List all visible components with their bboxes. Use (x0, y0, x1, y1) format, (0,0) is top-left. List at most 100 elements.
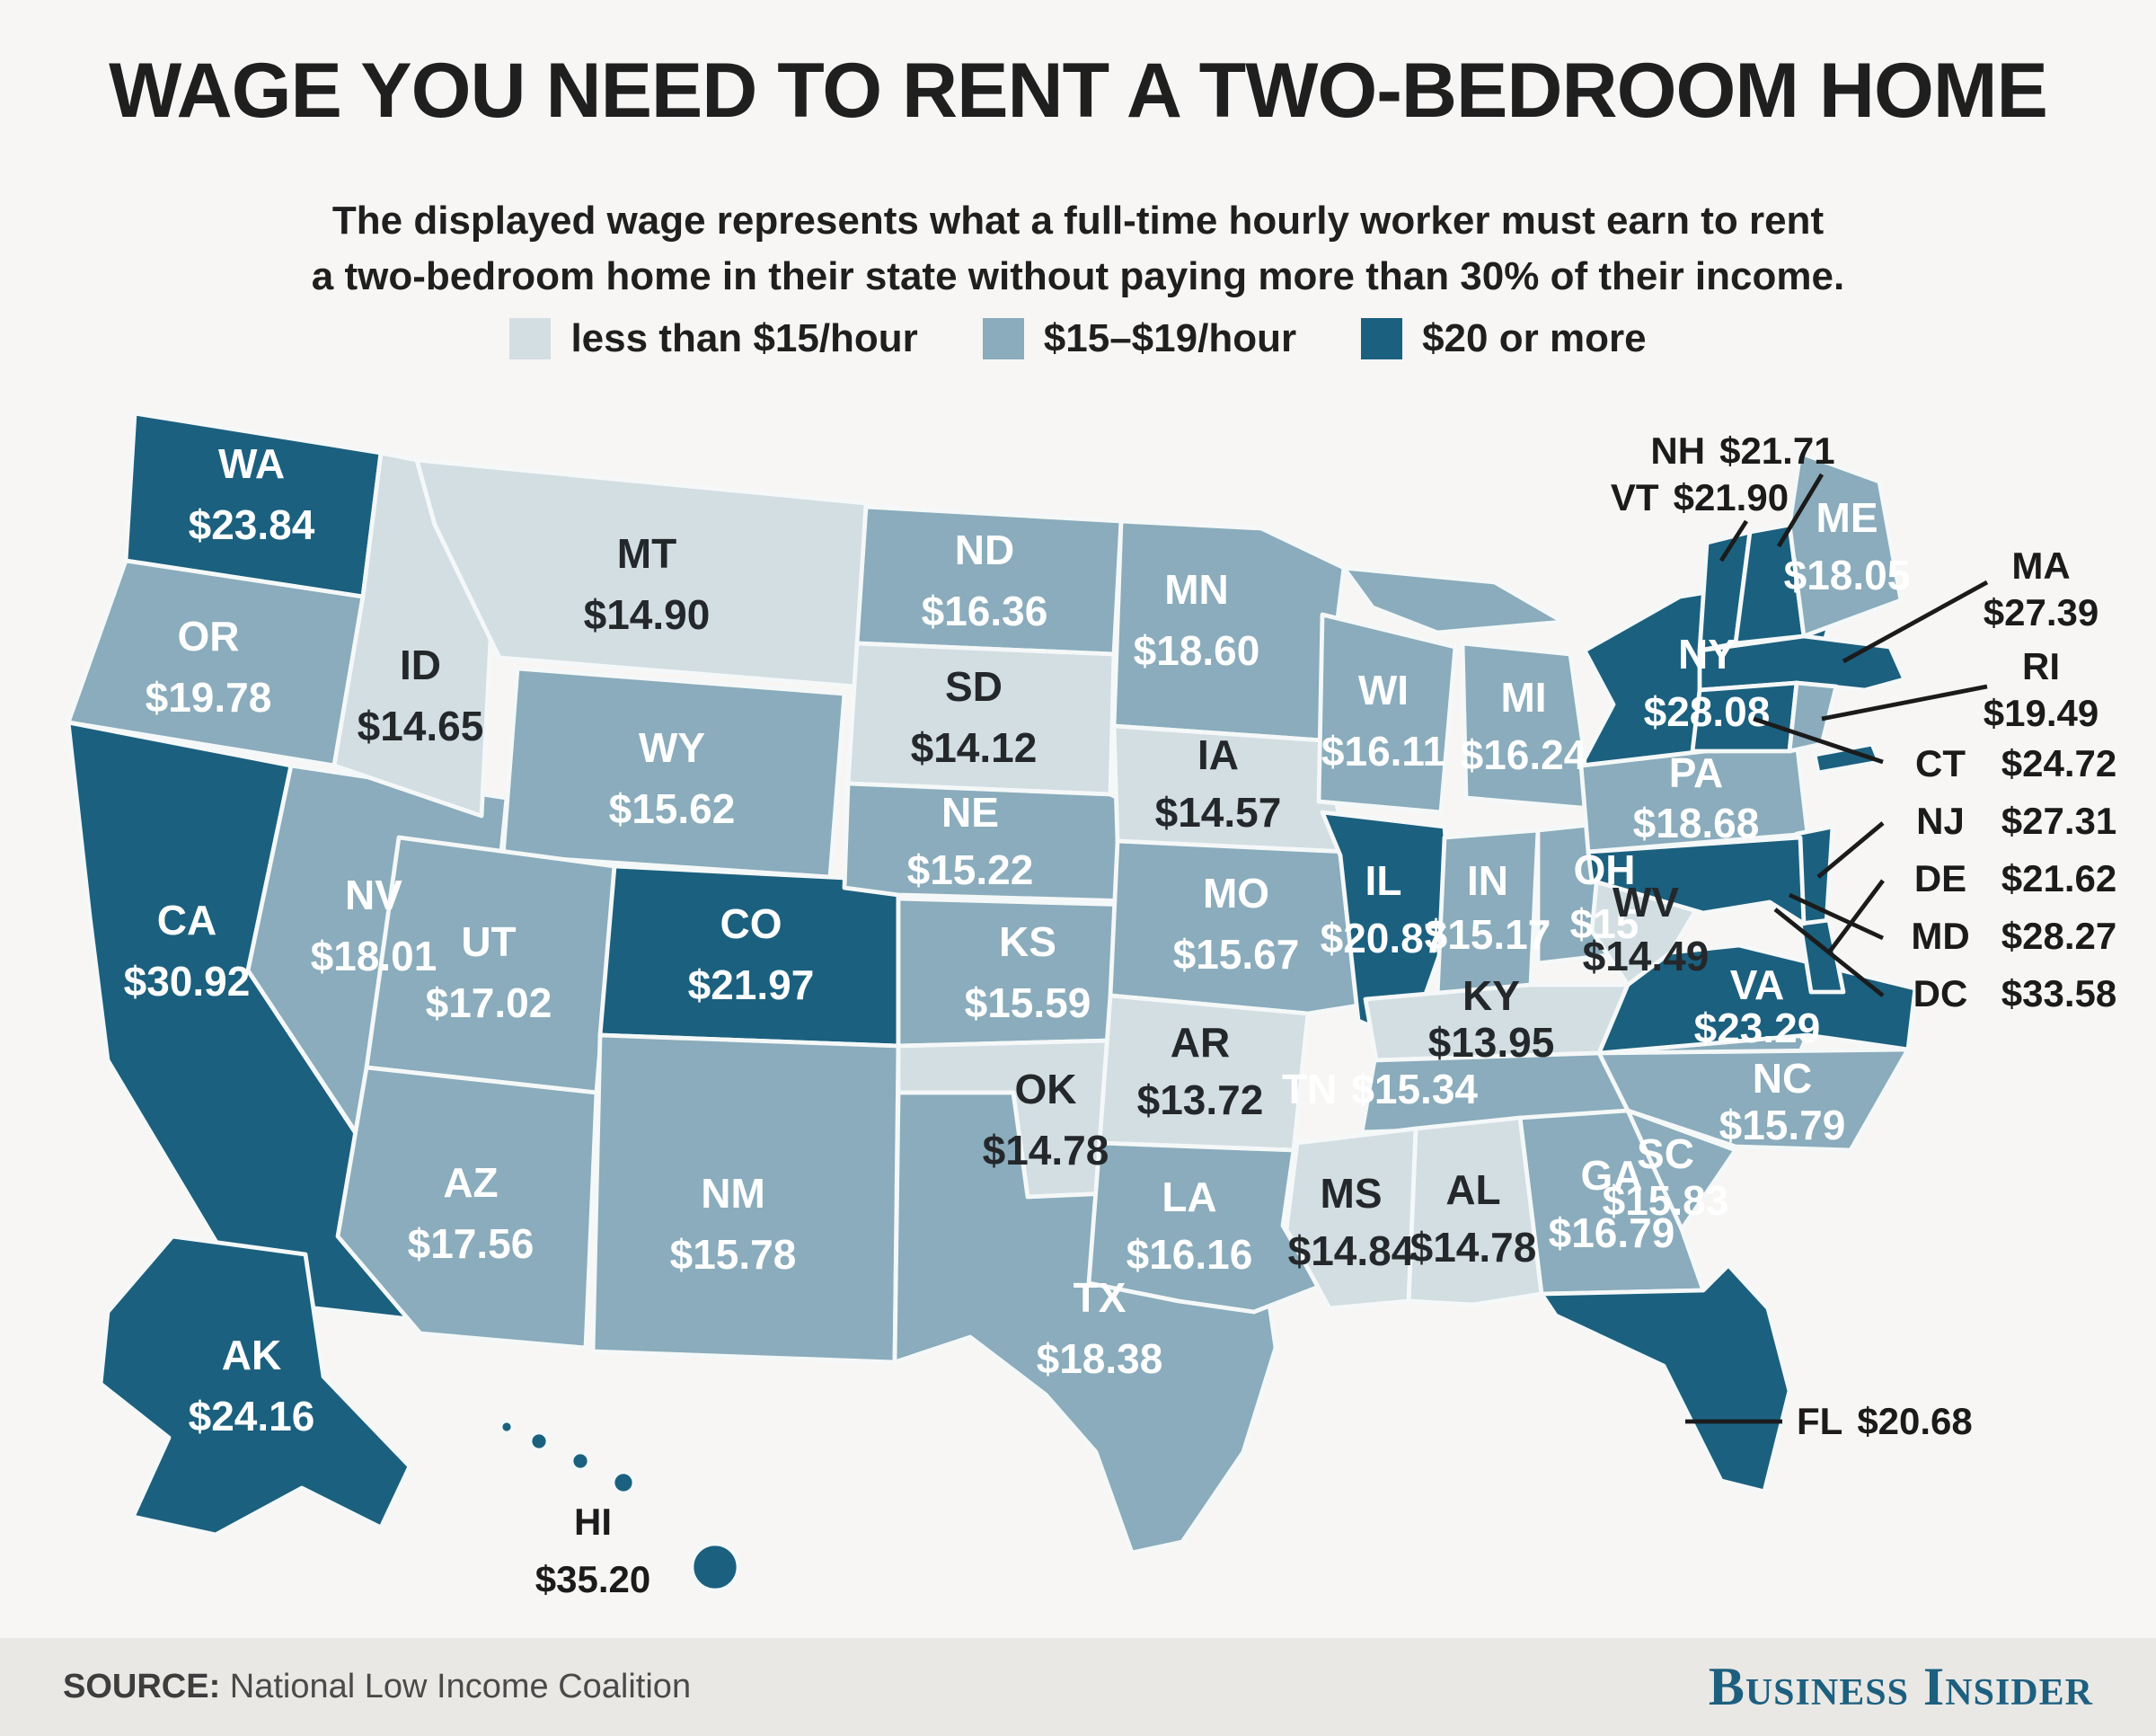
legend-item-mid: $15–$19/hour (982, 316, 1297, 361)
legend: less than $15/hour $15–$19/hour $20 or m… (0, 316, 2156, 361)
subtitle-line-1: The displayed wage represents what a ful… (331, 199, 1825, 243)
state-label-oh: OH $15 (1570, 846, 1639, 947)
state-label-tn: TN $15.34 (1282, 1066, 1478, 1112)
state-md (1586, 835, 1807, 926)
us-choropleth-map: WA $23.84 OR $19.78 CA $30.92 NV $18.01 ID $1… (0, 377, 2156, 1638)
state-hi-island-3 (569, 1449, 592, 1473)
state-label-nm: NM $15.78 (670, 1170, 797, 1278)
state-ak (98, 1234, 412, 1537)
state-label-va: VA $23.29 (1694, 961, 1821, 1051)
state-hi-island-4 (610, 1469, 637, 1496)
state-label-nd: ND $16.36 (922, 527, 1048, 634)
callout-line-ct (1753, 716, 1884, 765)
callout-label-nj: NJ $27.31 (1916, 800, 2116, 842)
state-hi-island-2 (527, 1430, 551, 1453)
legend-swatch-high (1361, 318, 1403, 359)
callout-line-nj (1816, 821, 1885, 879)
state-mo (1108, 838, 1379, 1016)
state-label-in: IN $15.17 (1425, 857, 1551, 958)
page-title: WAGE YOU NEED TO RENT A TWO-BEDROOM HOME (109, 48, 2048, 134)
state-wy (500, 666, 847, 880)
callout-label-ri: RI $19.49 (1984, 645, 2099, 734)
state-label-sd: SD $14.12 (911, 663, 1038, 771)
state-label-ny: NY $28.08 (1644, 631, 1771, 735)
state-label-ut: UT $17.02 (426, 918, 552, 1026)
state-label-ne: NE $15.22 (907, 789, 1034, 893)
footer: SOURCE: National Low Income Coalition Bu… (0, 1638, 2156, 1736)
legend-label-mid: $15–$19/hour (1043, 316, 1297, 360)
state-hi-island-1 (498, 1418, 516, 1436)
state-label-ok: OK $14.78 (983, 1066, 1109, 1174)
legend-item-high: $20 or more (1361, 316, 1647, 361)
state-label-al: AL $14.78 (1410, 1166, 1537, 1271)
state-label-il: IL $20.87 (1321, 857, 1447, 961)
legend-label-low: less than $15/hour (570, 316, 918, 360)
legend-swatch-mid (982, 318, 1024, 359)
business-insider-logo: Business Insider (1708, 1657, 2093, 1716)
state-label-wi: WI $16.11 (1321, 667, 1445, 775)
state-label-ak: AK $24.16 (189, 1332, 315, 1439)
legend-swatch-low (509, 318, 552, 359)
callout-line-ma (1842, 580, 1989, 664)
state-label-tx: TX $18.38 (1037, 1274, 1163, 1382)
state-label-ks: KS $15.59 (965, 918, 1091, 1026)
state-label-me: ME $18.05 (1784, 494, 1911, 598)
legend-item-low: less than $15/hour (509, 316, 918, 361)
state-label-wa: WA $23.84 (189, 440, 315, 548)
state-label-ia: IA $14.57 (1155, 731, 1282, 836)
source-label: SOURCE: (63, 1668, 221, 1705)
state-label-nv: NV $18.01 (311, 872, 437, 979)
callout-label-hi: HI $35.20 (535, 1501, 650, 1600)
state-co (597, 864, 901, 1049)
state-label-la: LA $16.16 (1127, 1174, 1253, 1278)
callout-line-de (1827, 879, 1885, 954)
callout-label-dc: DC $33.58 (1913, 972, 2117, 1014)
state-label-ar: AR $13.72 (1137, 1019, 1264, 1123)
state-wi (1316, 612, 1458, 815)
state-mi (1460, 641, 1595, 811)
callout-label-ma: MA $27.39 (1984, 545, 2099, 633)
state-hi-island-5 (689, 1541, 741, 1593)
callout-label-fl: FL $20.68 (1797, 1400, 1973, 1442)
state-label-or: OR $19.78 (146, 613, 272, 721)
state-label-nc: NC $15.79 (1719, 1055, 1846, 1148)
callout-line-vt (1719, 519, 1749, 562)
legend-label-high: $20 or more (1422, 316, 1647, 360)
state-me (1787, 450, 1904, 639)
state-label-mo: MO $15.67 (1173, 870, 1300, 978)
subtitle: The displayed wage represents what a ful… (0, 193, 2156, 305)
state-label-ky: KY $13.95 (1428, 972, 1555, 1066)
state-az (335, 1065, 599, 1351)
callout-line-nh (1776, 473, 1825, 548)
state-label-ga: GA $16.79 (1549, 1152, 1675, 1256)
state-label-az: AZ $17.56 (408, 1159, 535, 1267)
state-mt (414, 457, 869, 689)
state-label-mn: MN $18.60 (1134, 566, 1260, 674)
callout-label-nh: NH $21.71 (1650, 430, 1834, 472)
state-nc (1596, 1047, 1911, 1153)
state-label-ms: MS $14.84 (1288, 1170, 1415, 1274)
state-mi-upper-peninsula (1341, 565, 1566, 635)
source-name: National Low Income Coalition (229, 1668, 692, 1705)
callout-label-vt: VT $21.90 (1611, 476, 1789, 518)
source-credit: SOURCE: National Low Income Coalition (63, 1668, 691, 1706)
state-ms (1284, 1126, 1418, 1311)
callout-label-md: MD $28.27 (1911, 915, 2116, 957)
state-label-mt: MT $14.90 (584, 530, 711, 638)
state-label-wy: WY $15.62 (609, 724, 736, 832)
callout-line-md (1788, 892, 1885, 941)
state-label-sc: SC $15.83 (1603, 1130, 1729, 1224)
state-label-ca: CA $30.92 (124, 897, 251, 1005)
state-label-id: ID $14.65 (358, 642, 484, 749)
state-label-mi: MI $16.24 (1461, 674, 1587, 778)
callout-label-de: DE $21.62 (1914, 857, 2116, 899)
state-la (1086, 1140, 1321, 1315)
subtitle-line-2: a two-bedroom home in their state withou… (311, 254, 1845, 298)
callout-label-ct: CT $24.72 (1915, 742, 2116, 784)
state-fl (1539, 1262, 1792, 1494)
callout-line-dc (1773, 908, 1885, 997)
state-label-co: CO $21.97 (688, 900, 815, 1008)
state-label-wv: WV $14.49 (1583, 879, 1710, 979)
state-label-pa: PA $18.68 (1633, 749, 1760, 846)
callout-line-ri (1821, 684, 1988, 722)
